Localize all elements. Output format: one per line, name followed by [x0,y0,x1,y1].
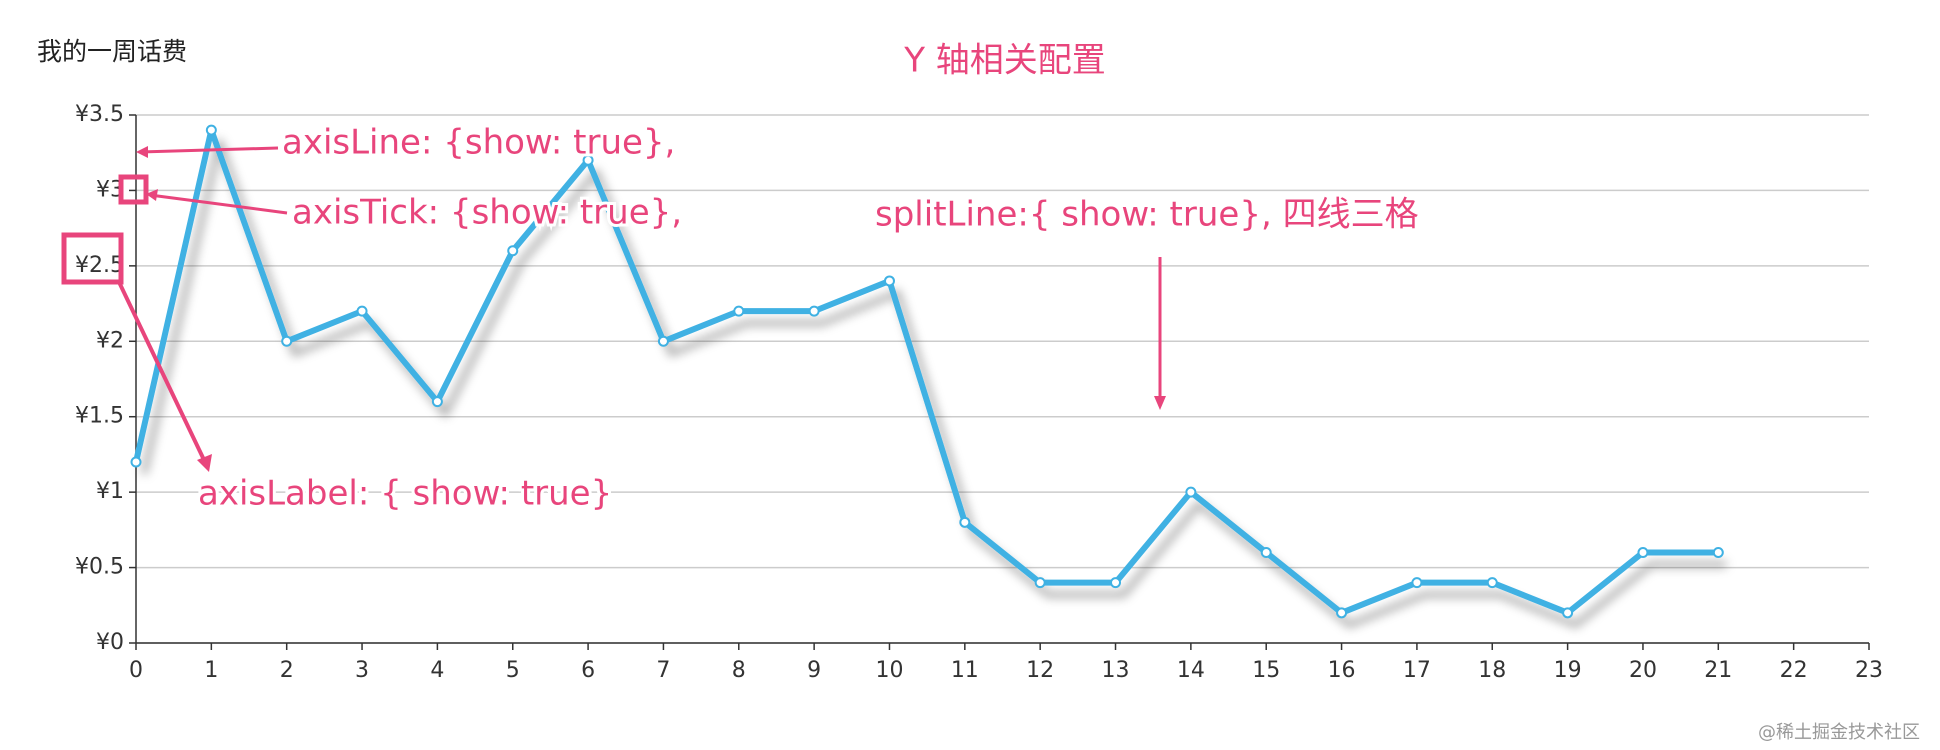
point [205,124,217,136]
x-tick-label: 13 [1102,658,1130,683]
point [130,456,142,468]
x-tick-label: 10 [875,658,903,683]
x-tick-label: 5 [506,658,520,683]
point [1712,546,1724,558]
x-tick-label: 21 [1704,658,1732,683]
x-tick-label: 3 [355,658,369,683]
x-tick-label: 12 [1026,658,1054,683]
y-tick-label: ¥1 [96,479,124,504]
annotation: axisTick: {show: true}, [292,193,682,233]
y-tick-label: ¥2.5 [75,253,124,278]
x-tick-label: 7 [656,658,670,683]
y-tick-label: ¥0.5 [75,555,124,580]
x-tick-label: 22 [1780,658,1808,683]
x-tick-label: 1 [204,658,218,683]
arrow-head [146,189,158,201]
x-tick-label: 11 [951,658,979,683]
x-tick-label: 4 [430,658,444,683]
annotation: splitLine:{ show: true}, 四线三格 [875,195,1419,235]
point [1411,577,1423,589]
arrow-head [136,146,148,158]
point [959,516,971,528]
x-tick-label: 17 [1403,658,1431,683]
x-tick-label: 23 [1855,658,1883,683]
point [657,335,669,347]
x-tick-label: 8 [732,658,746,683]
point [1336,607,1348,619]
x-tick-label: 0 [129,658,143,683]
point [582,154,594,166]
point [808,305,820,317]
x-tick-label: 20 [1629,658,1657,683]
arrow [139,146,279,154]
y-tick-label: ¥2 [96,328,124,353]
chart-title: Y 轴相关配置 [903,41,1106,81]
point [883,275,895,287]
arrow [149,193,288,215]
arrow-head [1154,396,1166,410]
annotations: axisLine: {show: true}, axisTick: {show:… [61,120,1422,517]
y-tick-label: ¥0 [96,630,124,655]
point [507,245,519,257]
x-tick-label: 15 [1252,658,1280,683]
chart-subtitle: 我的一周话费 [37,37,187,66]
x-tick-label: 6 [581,658,595,683]
annotation: axisLine: {show: true}, [282,123,675,163]
x-tick-label: 18 [1478,658,1506,683]
point [281,335,293,347]
point [1110,577,1122,589]
x-tick-label: 16 [1328,658,1356,683]
point [1637,546,1649,558]
x-tick-label: 2 [280,658,294,683]
arrow-head [197,454,212,472]
point [1486,577,1498,589]
y-tick-label: ¥1.5 [75,404,124,429]
y-tick-label: ¥3.5 [75,102,124,127]
x-tick-label: 14 [1177,658,1205,683]
point [1260,546,1272,558]
x-tick-label: 19 [1554,658,1582,683]
x-tick-label: 9 [807,658,821,683]
point [1562,607,1574,619]
highlight-box [61,232,124,285]
watermark: @稀土掘金技术社区 [1758,722,1920,743]
point [356,305,368,317]
series-line [133,127,1719,616]
highlight-box [118,174,149,205]
annotation: axisLabel: { show: true} [198,474,612,514]
point [733,305,745,317]
point [1185,486,1197,498]
point [431,396,443,408]
arrow [117,281,207,463]
point [1034,577,1046,589]
